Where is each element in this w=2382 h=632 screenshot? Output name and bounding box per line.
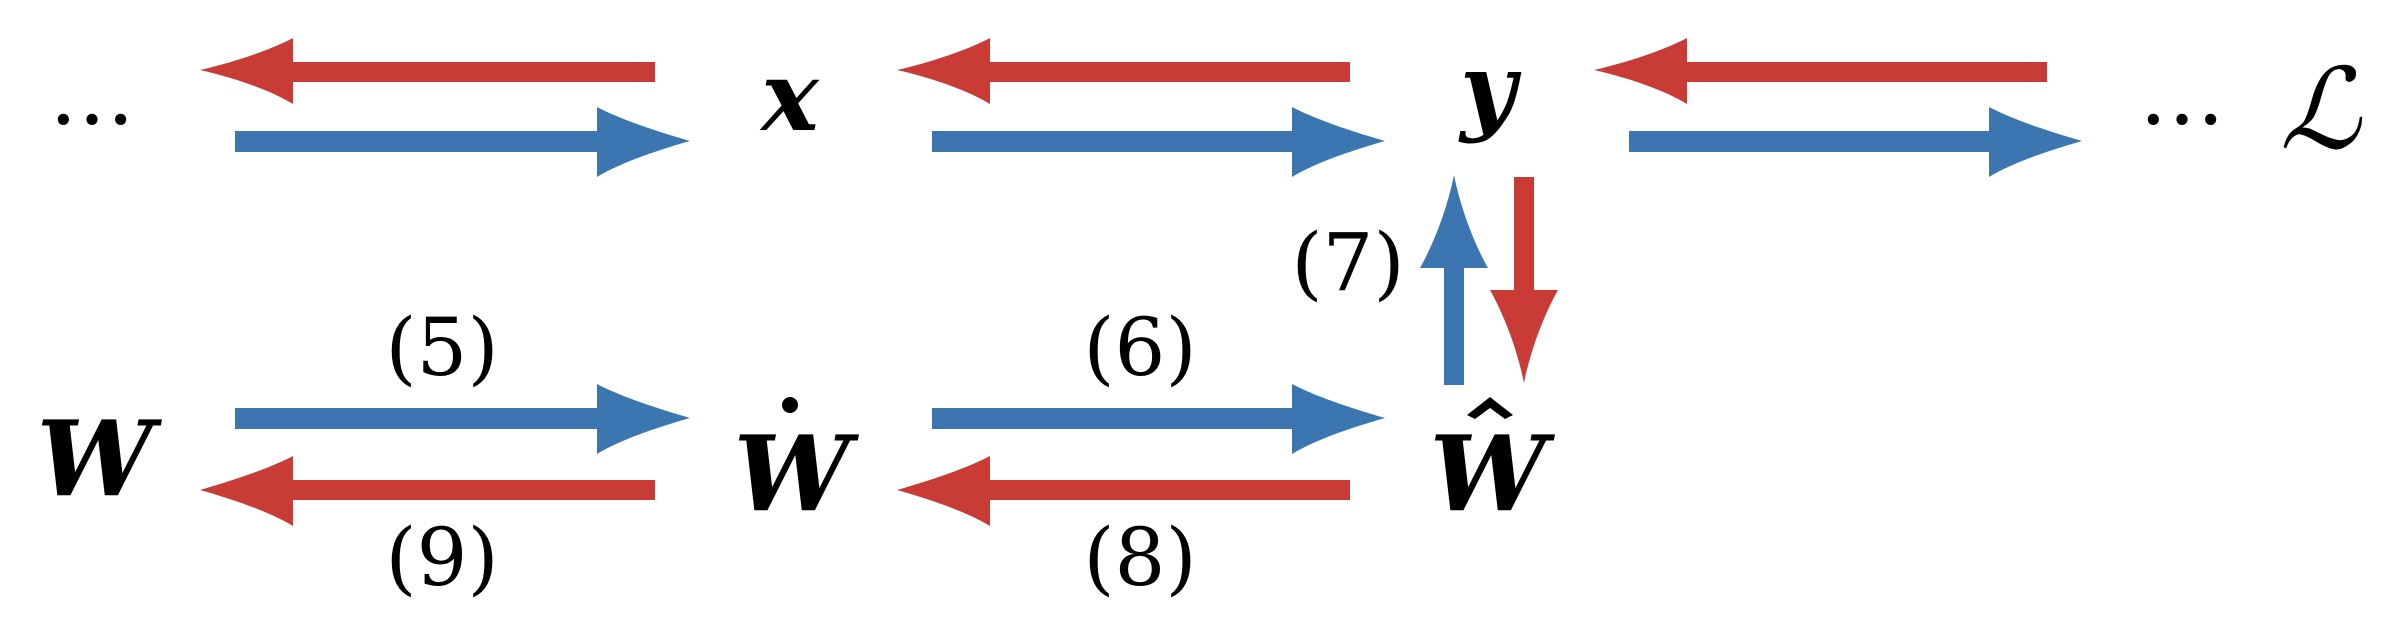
arrow-forward-x-y: [932, 107, 1385, 177]
node-y: y: [1458, 32, 1522, 145]
dot-accent: [782, 397, 798, 413]
node-w-hat: W: [1430, 412, 1556, 535]
node-w: W: [37, 397, 163, 520]
arrow-backward-what-wdot: [897, 456, 1350, 526]
label-eq5: (5): [385, 301, 498, 394]
arrow-backward-x-y: [897, 38, 1350, 104]
node-x: x: [759, 40, 820, 153]
node-ellipsis-right: …: [2139, 45, 2225, 145]
label-eq9: (9): [385, 511, 498, 604]
arrow-down-y-what: [1490, 177, 1558, 383]
arrow-forward-y-loss: [1629, 107, 2082, 177]
arrow-forward-ellipsis-x: [235, 107, 690, 177]
node-loss: ℒ: [2280, 45, 2363, 175]
arrow-up-what-y: [1420, 175, 1488, 385]
arrow-backward-y-loss: [1594, 38, 2047, 104]
node-ellipsis-left: …: [49, 45, 135, 145]
label-eq7: (7): [1291, 216, 1404, 309]
label-eq6: (6): [1083, 301, 1196, 394]
arrow-forward-w-wdot: [235, 384, 690, 454]
arrow-forward-wdot-what: [932, 384, 1385, 454]
label-eq8: (8): [1083, 511, 1196, 604]
arrow-backward-wdot-w: [200, 456, 655, 526]
hat-accent: [1467, 397, 1513, 419]
arrow-backward-ellipsis-x: [200, 38, 655, 104]
node-w-dot: W: [734, 412, 860, 535]
